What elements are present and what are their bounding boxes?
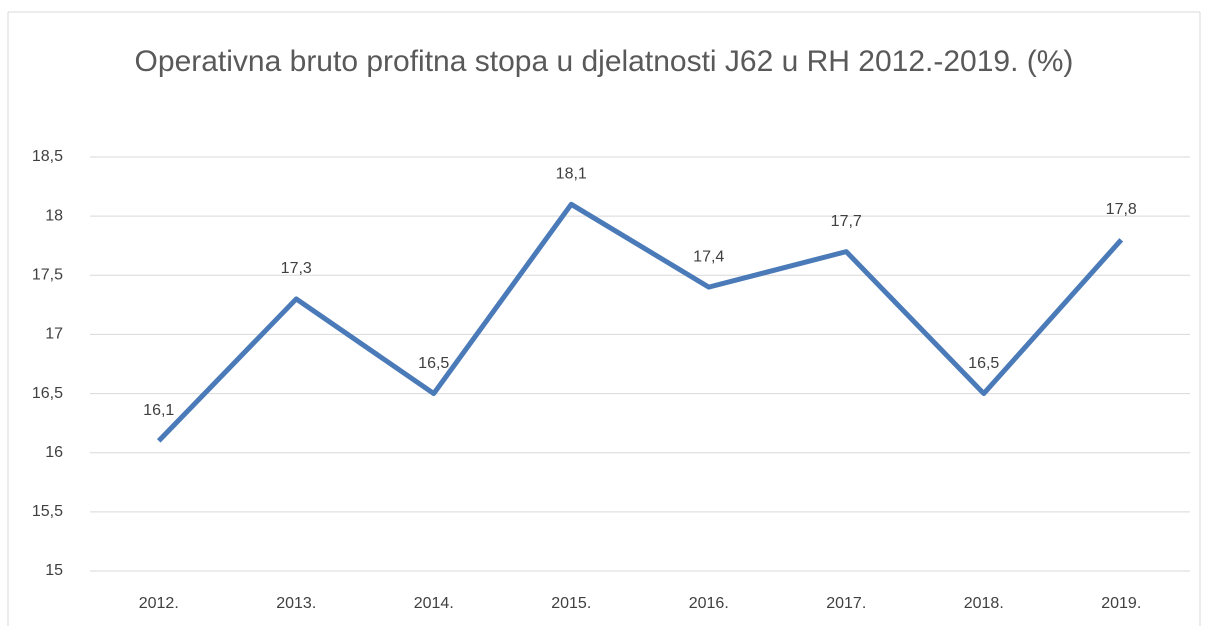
data-label: 16,5 — [418, 355, 449, 372]
y-tick-label: 15,5 — [32, 503, 63, 520]
chart-title: Operativna bruto profitna stopa u djelat… — [134, 45, 1074, 78]
y-tick-label: 16 — [45, 444, 63, 461]
data-label: 18,1 — [556, 166, 587, 183]
line — [156, 201, 1124, 443]
x-tick-label: 2018. — [964, 595, 1004, 612]
x-tick-label: 2013. — [276, 595, 316, 612]
y-tick-label: 18 — [45, 207, 63, 224]
y-tick-label: 15 — [45, 562, 63, 579]
x-tick-label: 2014. — [414, 595, 454, 612]
data-label: 17,7 — [831, 213, 862, 230]
data-label: 17,4 — [693, 248, 724, 265]
x-tick-label: 2016. — [689, 595, 729, 612]
y-tick-label: 17 — [45, 326, 63, 343]
x-tick-label: 2019. — [1101, 595, 1141, 612]
data-label: 16,5 — [968, 355, 999, 372]
x-tick-label: 2015. — [551, 595, 591, 612]
y-tick-label: 16,5 — [32, 385, 63, 402]
x-tick-label: 2017. — [826, 595, 866, 612]
data-label: 17,8 — [1106, 201, 1137, 218]
y-tick-label: 17,5 — [32, 267, 63, 284]
y-tick-label: 18,5 — [32, 148, 63, 165]
data-label: 17,3 — [281, 260, 312, 277]
data-label: 16,1 — [143, 402, 174, 419]
x-tick-label: 2012. — [139, 595, 179, 612]
